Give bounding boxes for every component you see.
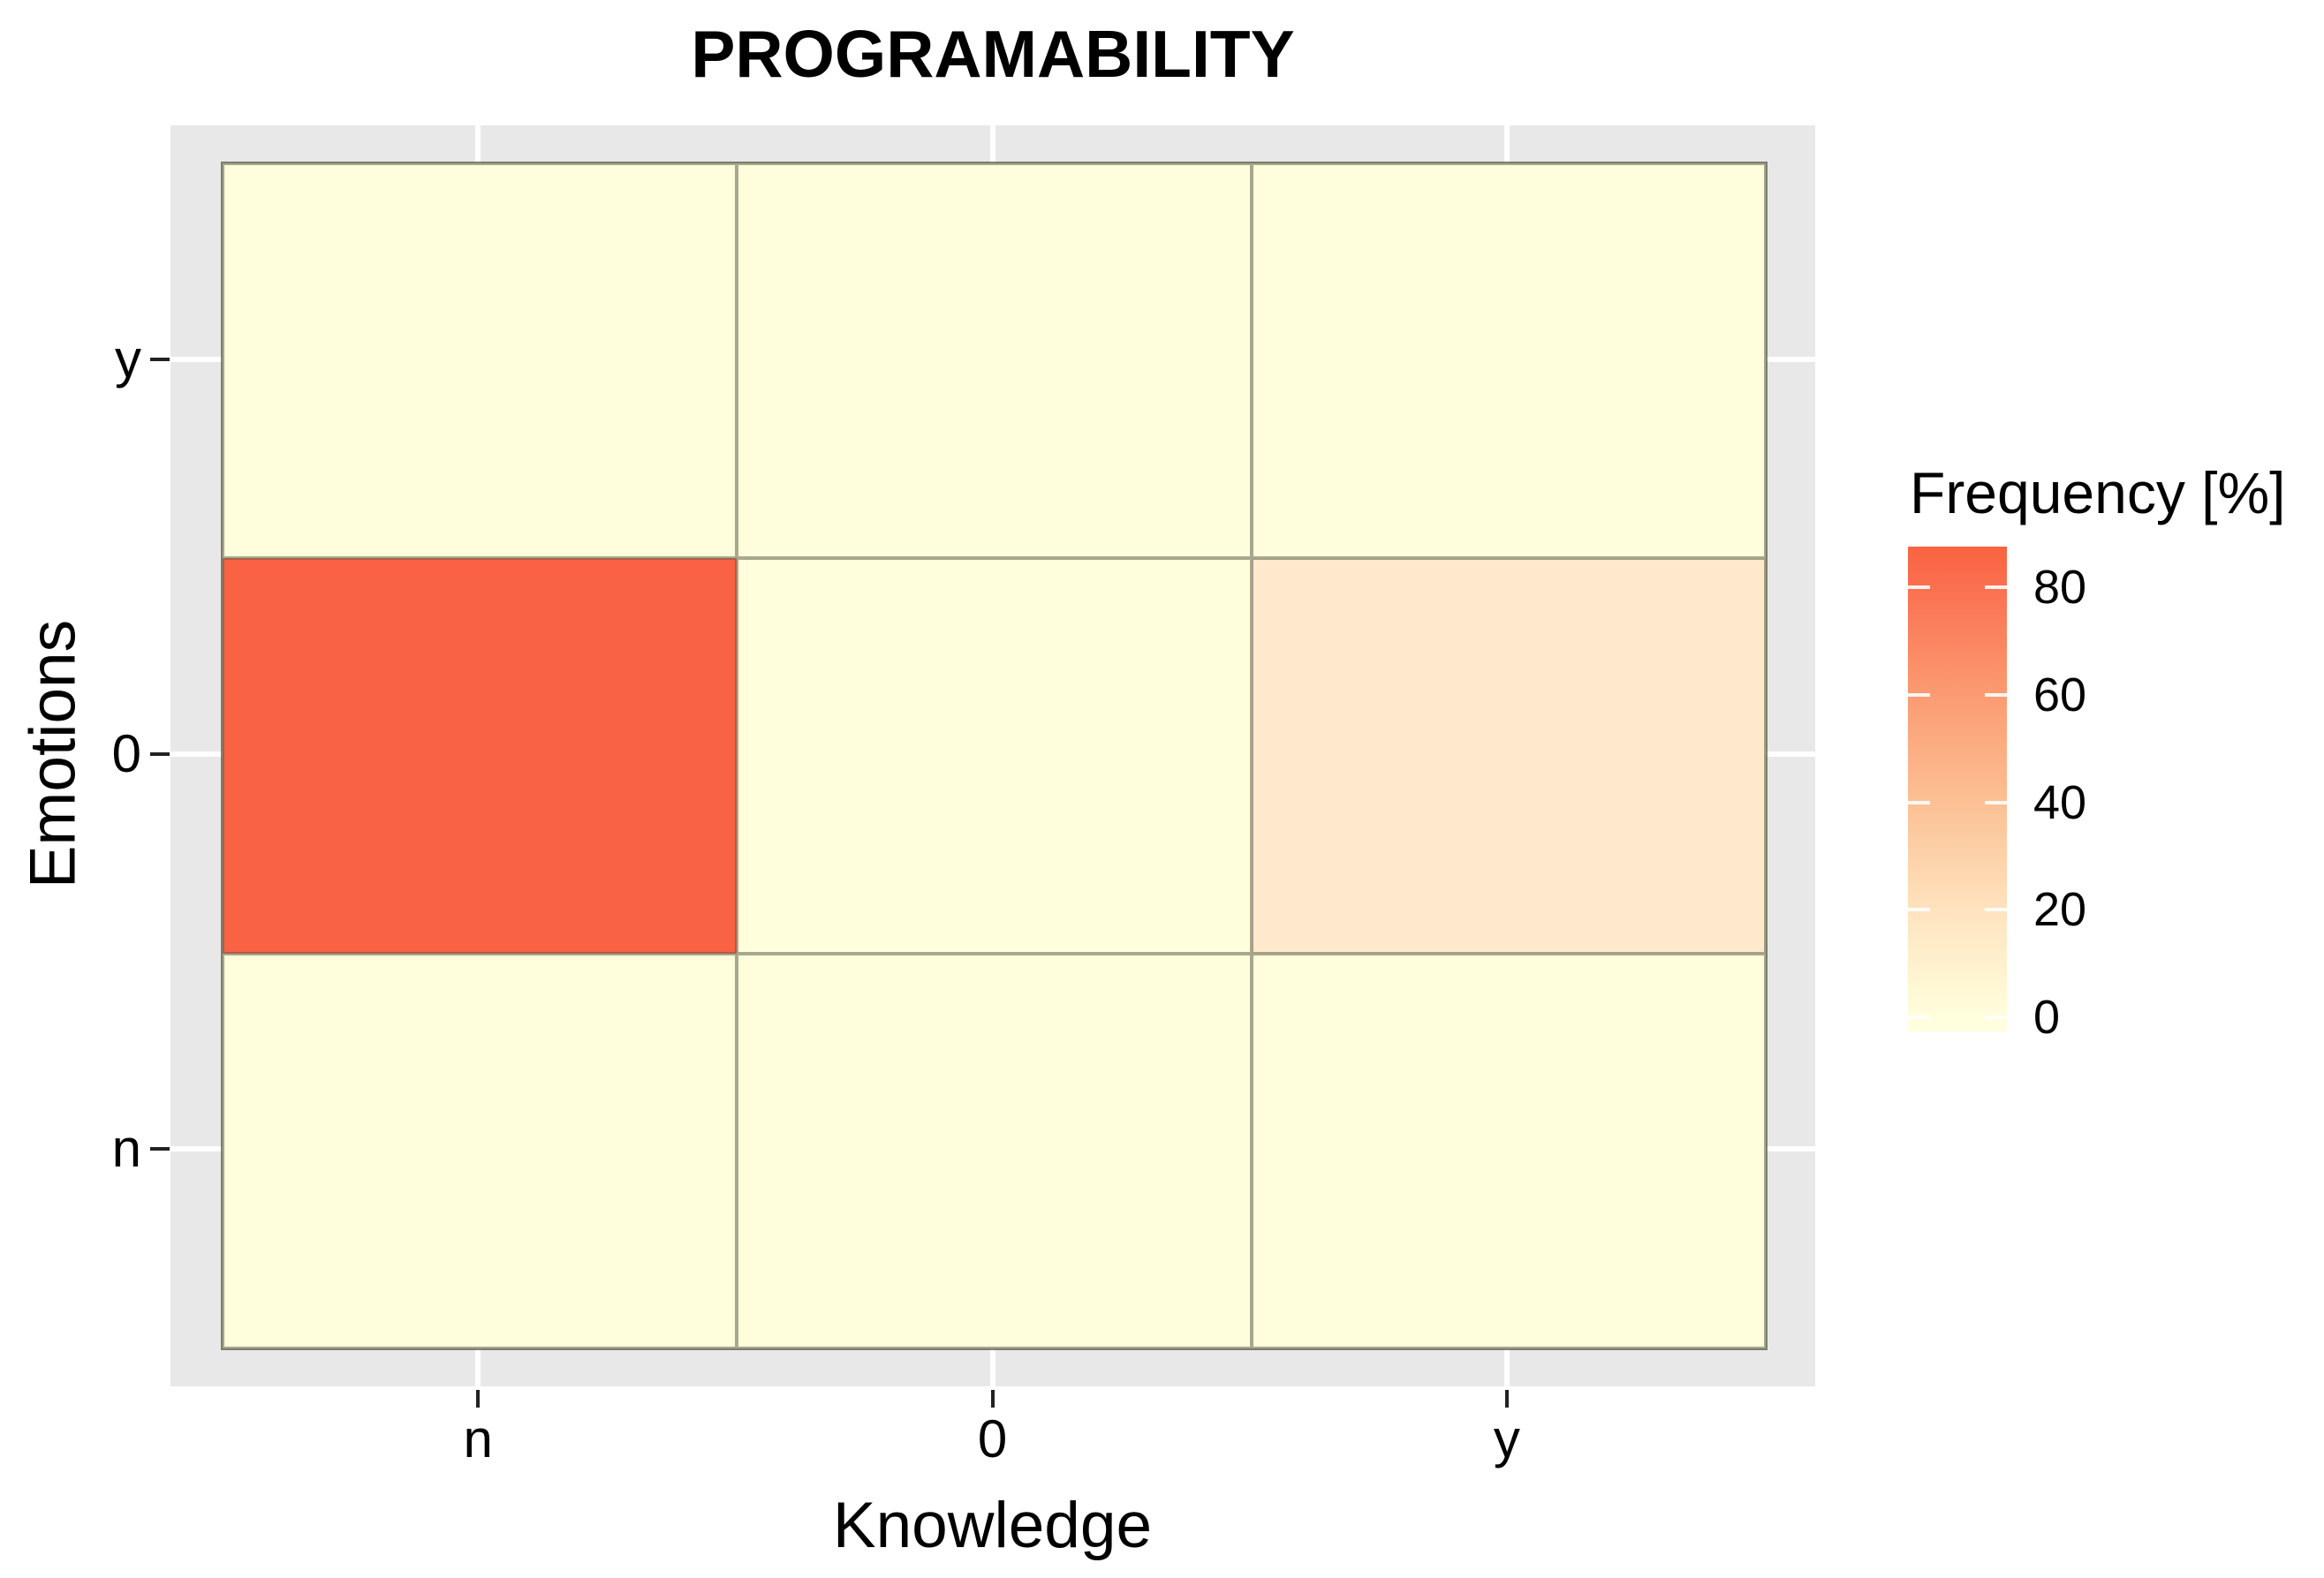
x-axis-title: Knowledge [221, 1489, 1764, 1562]
x-axis-tick-label: y [1494, 1413, 1520, 1466]
heatmap-chart: PROGRAMABILITY n 0 y y 0 n Knowledge Emotions… [0, 0, 2324, 1578]
legend-tick-mark [1985, 801, 2007, 804]
plot-panel [170, 125, 1815, 1386]
legend-tick-mark [1985, 1016, 2007, 1019]
heatmap-cell-emotions-y-knowledge-n [223, 163, 737, 558]
legend-colorbar [1908, 547, 2007, 1031]
legend-tick-mark [1908, 1016, 1930, 1019]
legend-tick-mark [1985, 693, 2007, 697]
legend-tick-label: 40 [2033, 779, 2086, 827]
x-axis-tick-label: n [463, 1413, 492, 1466]
heatmap-cell-emotions-0-knowledge-n [223, 558, 737, 953]
y-axis-tick-label: n [0, 1122, 141, 1175]
y-axis-tick [150, 752, 170, 756]
heatmap-cell-emotions-n-knowledge-y [1252, 954, 1766, 1348]
heatmap-cell-emotions-n-knowledge-n [223, 954, 737, 1348]
legend-tick-label: 20 [2033, 886, 2086, 933]
heatmap-cell-emotions-0-knowledge-0 [737, 558, 1251, 953]
heatmap-tiles [221, 162, 1768, 1350]
legend-tick-mark [1985, 908, 2007, 911]
legend-title: Frequency [%] [1910, 459, 2286, 526]
y-axis-title: Emotions [17, 620, 90, 888]
x-axis-tick [476, 1390, 480, 1408]
heatmap-cell-emotions-y-knowledge-0 [737, 163, 1251, 558]
y-axis-tick-label: y [0, 333, 141, 386]
legend-tick-mark [1908, 693, 1930, 697]
heatmap-cell-emotions-n-knowledge-0 [737, 954, 1251, 1348]
legend-tick-mark [1908, 908, 1930, 911]
x-axis-tick-label: 0 [978, 1413, 1007, 1466]
heatmap-cell-emotions-y-knowledge-y [1252, 163, 1766, 558]
legend-tick-label: 80 [2033, 563, 2086, 611]
chart-title: PROGRAMABILITY [170, 16, 1815, 92]
y-axis-tick [150, 1147, 170, 1151]
legend-tick-label: 0 [2033, 993, 2060, 1041]
x-axis-tick [1505, 1390, 1509, 1408]
legend-tick-label: 60 [2033, 671, 2086, 719]
legend-tick-mark [1985, 585, 2007, 589]
legend-tick-mark [1908, 801, 1930, 804]
heatmap-cell-emotions-0-knowledge-y [1252, 558, 1766, 953]
x-axis-tick [991, 1390, 995, 1408]
y-axis-tick [150, 358, 170, 361]
legend-tick-mark [1908, 585, 1930, 589]
